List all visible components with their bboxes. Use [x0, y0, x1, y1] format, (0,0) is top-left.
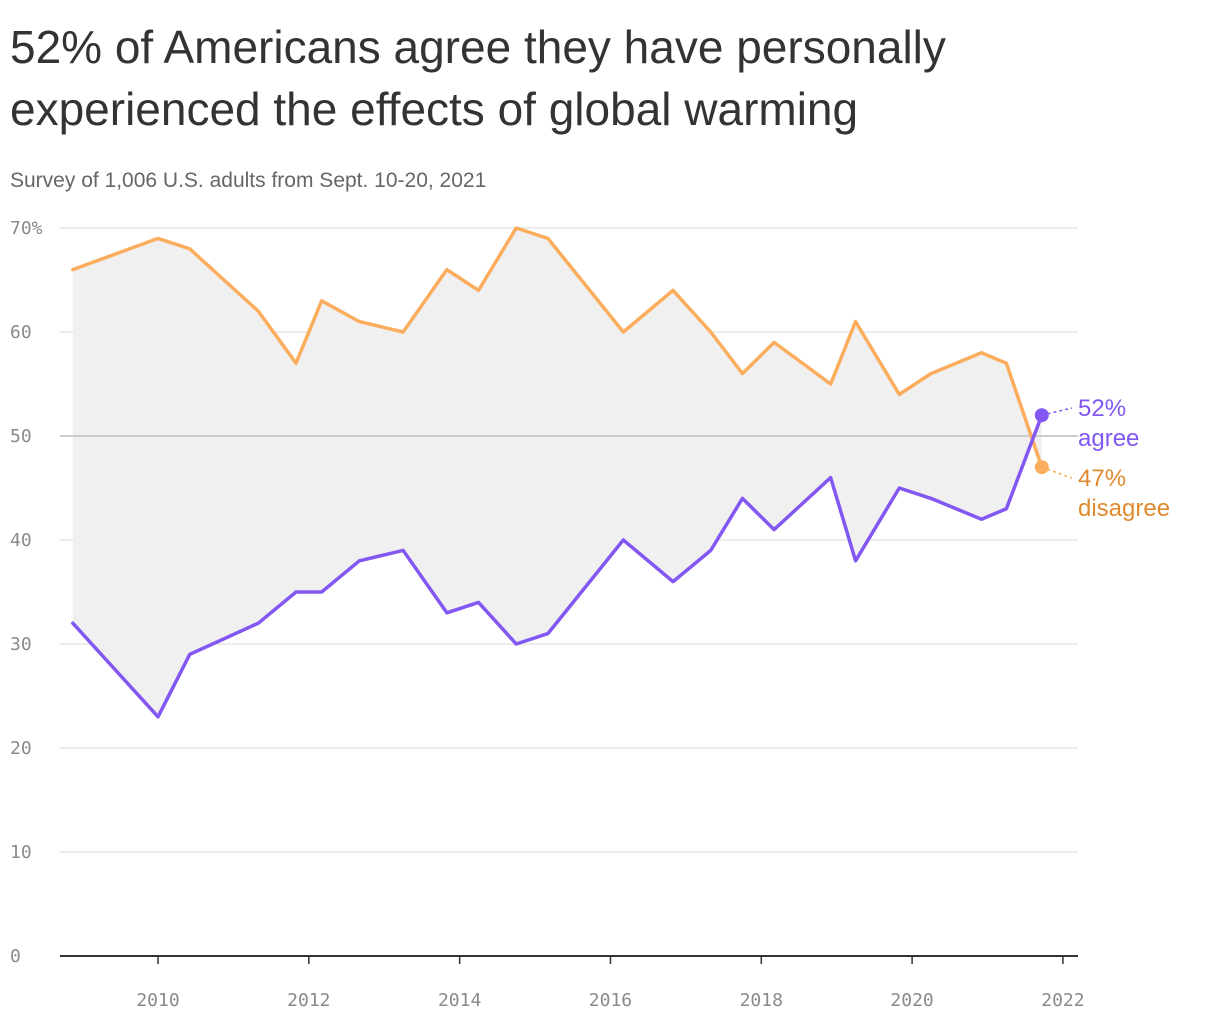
end-label-value-disagree: 47% — [1078, 465, 1126, 492]
x-tick-label-2020: 2020 — [890, 990, 933, 1011]
end-label-text-disagree: disagree — [1078, 495, 1170, 522]
chart-subtitle: Survey of 1,006 U.S. adults from Sept. 1… — [10, 169, 487, 192]
series-line-agree — [71, 413, 1044, 719]
x-tick-label-2018: 2018 — [740, 990, 783, 1011]
x-tick-label-2010: 2010 — [136, 990, 179, 1011]
y-tick-label-70: 70% — [10, 218, 43, 239]
y-tick-label-50: 50 — [10, 426, 32, 447]
x-tick-label-2014: 2014 — [438, 990, 481, 1011]
x-tick-label-2016: 2016 — [589, 990, 632, 1011]
end-leader-agree — [1041, 407, 1073, 416]
end-label-text-agree: agree — [1078, 425, 1139, 452]
end-leader-disagree — [1041, 466, 1073, 479]
x-tick-label-2012: 2012 — [287, 990, 330, 1011]
y-tick-label-10: 10 — [10, 842, 32, 863]
shaded-band — [72, 228, 1042, 717]
y-tick-label-60: 60 — [10, 322, 32, 343]
y-tick-label-40: 40 — [10, 530, 32, 551]
y-tick-label-30: 30 — [10, 634, 32, 655]
end-marker-agree — [1034, 408, 1049, 423]
x-tick-label-2022: 2022 — [1041, 990, 1084, 1011]
y-tick-label-20: 20 — [10, 738, 32, 759]
end-label-value-agree: 52% — [1078, 395, 1126, 422]
y-tick-label-0: 0 — [10, 946, 21, 967]
end-marker-disagree — [1034, 460, 1049, 475]
series-line-disagree — [71, 226, 1044, 469]
chart-title: 52% of Americans agree they have persona… — [10, 21, 946, 135]
